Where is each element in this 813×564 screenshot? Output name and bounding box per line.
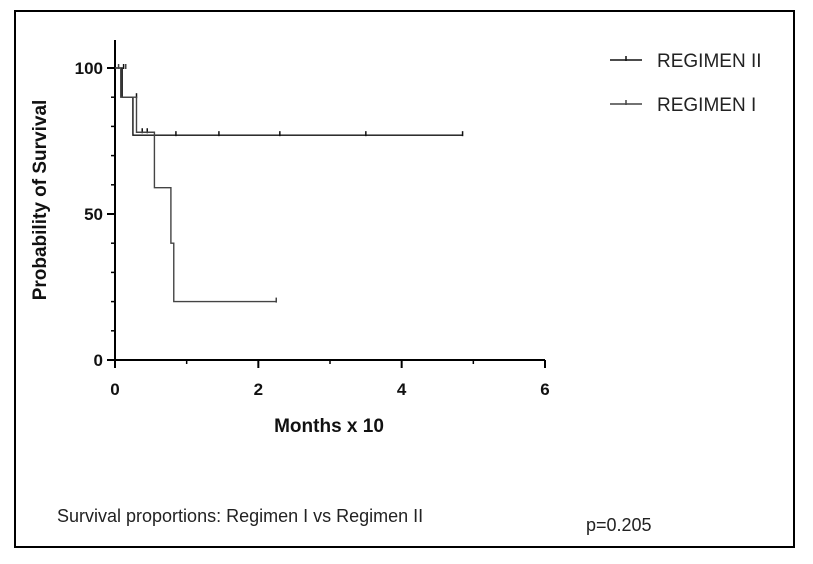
survival-curve <box>115 67 277 303</box>
x-tick-label: 4 <box>397 380 407 399</box>
p-value: p=0.205 <box>586 515 652 535</box>
y-axis-title: Probability of Survival <box>30 100 51 301</box>
legend: REGIMEN II REGIMEN I <box>610 51 762 116</box>
legend-item: REGIMEN I <box>610 95 756 116</box>
x-tick-label: 6 <box>540 380 549 399</box>
y-tick-label: 0 <box>94 351 103 370</box>
legend-label: REGIMEN I <box>657 95 756 116</box>
y-tick-label: 50 <box>84 205 103 224</box>
x-axis-title: Months x 10 <box>274 416 384 437</box>
x-tick-label: 2 <box>254 380 263 399</box>
y-tick-label: 100 <box>75 59 103 78</box>
x-tick-label: 0 <box>110 380 119 399</box>
series-0 <box>115 64 464 137</box>
series-1 <box>115 64 277 303</box>
chart-frame <box>14 10 795 548</box>
legend-label: REGIMEN II <box>657 51 762 72</box>
chart-caption: Survival proportions: Regimen I vs Regim… <box>57 506 424 526</box>
axes: 0 50 100 0 2 4 6 <box>75 40 550 399</box>
series-layer <box>115 64 464 303</box>
survival-curve <box>115 67 463 136</box>
legend-item: REGIMEN II <box>610 51 762 72</box>
